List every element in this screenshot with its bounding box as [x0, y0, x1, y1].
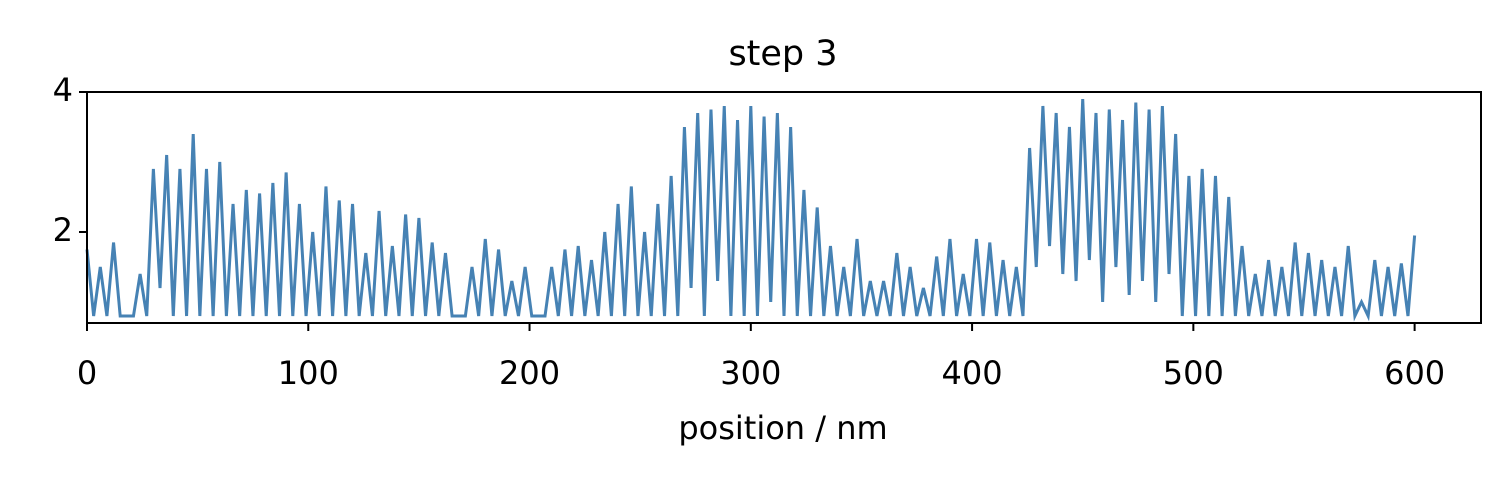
data-line: [85, 98, 1417, 322]
x-tick-label: 0: [77, 354, 97, 392]
x-axis-label: position / nm: [678, 409, 887, 447]
x-tick-label: 500: [1163, 354, 1224, 392]
plot-frame: [86, 91, 1482, 324]
x-tick-label: 200: [499, 354, 560, 392]
chart-title: step 3: [728, 34, 837, 74]
y-tick-label: 2: [53, 211, 73, 249]
x-tick-label: 400: [942, 354, 1003, 392]
x-tick-label: 300: [720, 354, 781, 392]
x-tick-label: 600: [1384, 354, 1445, 392]
x-tick-label: 100: [278, 354, 339, 392]
y-tick-label: 4: [53, 71, 73, 109]
